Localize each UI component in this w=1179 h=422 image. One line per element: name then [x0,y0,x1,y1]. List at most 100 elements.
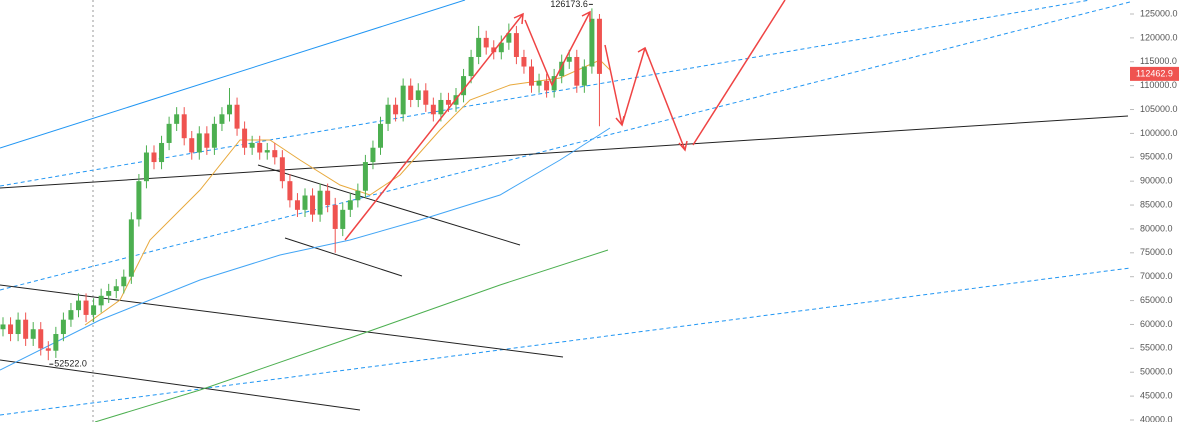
candle-body [483,37,489,48]
candle-body [325,190,331,206]
candle-body [438,99,444,115]
low-label: 52522.0 [54,359,87,369]
candle-body [136,181,142,220]
candle-body [340,209,346,229]
candle-body [128,219,134,277]
candle-body [581,66,587,86]
candle-body [294,200,300,210]
moving-average [84,59,611,326]
candle-body [302,195,308,210]
candle-body [53,334,59,351]
candle-body [219,114,225,124]
candle-body [181,114,187,139]
y-tick-label: 115000.0 [1140,56,1177,66]
candle-body [430,104,436,115]
y-tick-label: 100000.0 [1140,128,1178,138]
moving-average [94,249,609,422]
y-tick-label: 45000.0 [1140,390,1173,400]
candle-body [445,99,451,105]
trend-line [0,0,1091,187]
candle-body [559,61,565,77]
y-tick-label: 110000.0 [1140,80,1177,90]
y-tick-label: 75000.0 [1140,247,1173,257]
y-tick-label: 55000.0 [1140,343,1173,353]
candle-body [83,300,89,315]
candle-body [279,157,285,182]
trend-line [0,284,564,358]
y-tick-label: 85000.0 [1140,199,1173,209]
candle-body [227,104,232,115]
candle-body [491,47,497,53]
candle-body [0,324,6,330]
candle-body [574,56,580,86]
y-tick-label: 105000.0 [1140,104,1178,114]
candle-body [468,56,474,77]
candle-body [513,33,519,57]
y-tick-label: 125000.0 [1140,8,1178,18]
candle-body [378,123,383,148]
candle-body [400,85,406,115]
candle-body [355,190,361,201]
high-label: 126173.6 [550,0,588,9]
y-tick-label: 40000.0 [1140,414,1173,422]
last-price-label: 112462.9 [1136,68,1173,78]
trend-line [284,237,403,277]
last-price-tag [1130,66,1179,81]
candle-body [121,276,127,287]
trend-line [0,115,1129,189]
candle-body [362,162,368,191]
candle-body [370,147,376,163]
candle-body [310,195,316,215]
candle-body [498,42,504,53]
candle-body [91,305,97,315]
candle-body [189,138,195,153]
candle-body [196,133,202,153]
candle-body [113,286,119,292]
candle-body [234,104,240,129]
candle-body [38,329,44,349]
candle-body [8,324,14,335]
moving-average [0,127,611,371]
candle-body [45,348,51,351]
candle-body [151,152,157,163]
candle-body [204,133,210,148]
candle-body [287,181,293,201]
price-axis: 40000.0 45000.0 50000.0 55000.0 60000.0 65000… [1130,8,1178,422]
candle-body [23,319,29,339]
candle-body [332,205,338,229]
candle-body [159,142,165,163]
trend-line [0,267,1131,416]
projection-arrows [344,0,786,241]
candles [0,8,602,361]
candle-body [272,150,278,158]
y-tick-label: 95000.0 [1140,152,1173,162]
trend-line [0,1,1131,291]
candle-body [106,291,112,296]
candle-body [385,104,391,124]
candle-body [166,123,172,143]
candle-body [461,76,467,96]
candle-body [257,142,263,153]
candle-body [60,319,66,335]
candle-body [589,18,595,67]
candle-body [143,152,149,182]
candle-body [544,80,550,91]
candle-body [415,90,421,100]
y-tick-label: 65000.0 [1140,295,1173,305]
y-tick-label: 70000.0 [1140,271,1173,281]
candle-body [506,33,512,43]
candle-body [536,80,542,86]
y-tick-label: 60000.0 [1140,319,1173,329]
candle-body [30,329,36,339]
candle-body [68,310,74,320]
candle-body [76,300,81,311]
y-tick-label: 50000.0 [1140,367,1173,377]
candle-body [423,90,429,105]
candle-body [98,295,104,306]
y-tick-label: 120000.0 [1140,32,1178,42]
trend-line [257,164,521,246]
candle-body [529,66,534,86]
candle-body [15,319,21,335]
candle-body [211,123,217,148]
